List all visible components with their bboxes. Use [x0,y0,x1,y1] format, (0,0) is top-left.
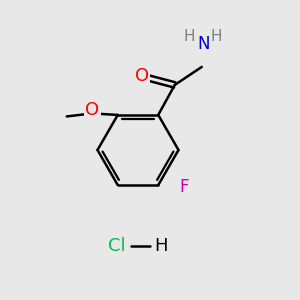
Text: N: N [197,35,209,53]
Text: O: O [85,101,99,119]
Text: Cl: Cl [108,237,126,255]
Text: H: H [154,237,167,255]
Text: H: H [184,28,196,44]
Text: H: H [210,28,222,44]
Text: O: O [135,67,149,85]
Text: F: F [179,178,188,196]
